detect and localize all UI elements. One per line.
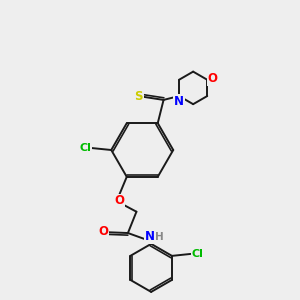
Text: O: O [98, 225, 108, 239]
Text: S: S [134, 89, 143, 103]
Text: O: O [114, 194, 124, 207]
Text: O: O [208, 73, 218, 85]
Text: Cl: Cl [192, 249, 203, 259]
Text: Cl: Cl [80, 143, 92, 153]
Text: H: H [154, 232, 163, 242]
Text: N: N [174, 94, 184, 108]
Text: N: N [145, 230, 155, 243]
